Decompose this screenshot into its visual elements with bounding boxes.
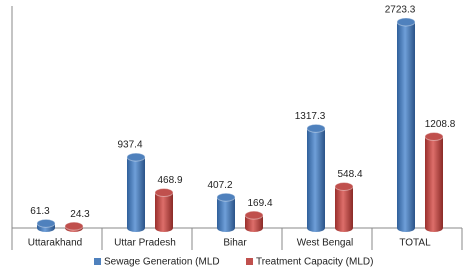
legend-label: Treatment Capacity (MLD) — [256, 257, 373, 268]
x-tick-label: Uttar Pradesh — [114, 238, 176, 249]
bar-top — [64, 221, 84, 231]
bar — [334, 182, 354, 232]
bar-top — [36, 218, 56, 228]
bar-top — [126, 152, 146, 162]
x-tick-label: Uttarakhand — [28, 238, 82, 249]
bar-body — [307, 128, 325, 228]
legend-swatch — [94, 258, 101, 265]
bar-top — [154, 188, 174, 198]
data-label: 1208.8 — [425, 119, 456, 130]
data-label: 2723.3 — [385, 5, 416, 16]
data-label: 24.3 — [70, 209, 90, 220]
data-label: 169.4 — [247, 198, 272, 209]
bar-body — [155, 192, 173, 228]
x-tick-label: TOTAL — [399, 238, 431, 249]
bar-body — [127, 157, 145, 228]
bar-body — [397, 22, 415, 228]
data-label: 1317.3 — [295, 111, 326, 122]
data-label: 937.4 — [117, 140, 142, 151]
bar-top — [396, 17, 416, 27]
bar — [126, 152, 146, 232]
bar — [244, 210, 264, 232]
data-label: 61.3 — [30, 206, 50, 217]
bar-top — [334, 182, 354, 192]
x-tick-label: Bihar — [223, 238, 247, 249]
bar — [36, 218, 56, 232]
bar-top — [216, 192, 236, 202]
data-label: 407.2 — [207, 180, 232, 191]
bar — [154, 188, 174, 232]
data-label: 468.9 — [157, 175, 182, 186]
bar — [396, 17, 416, 232]
bar-body — [425, 136, 443, 228]
bar-top — [424, 132, 444, 142]
bar-top — [244, 210, 264, 220]
bar-body — [335, 186, 353, 228]
bar — [216, 192, 236, 232]
bar-body — [217, 197, 235, 228]
legend-swatch — [246, 258, 253, 265]
bar-top — [306, 123, 326, 133]
data-label: 548.4 — [337, 169, 362, 180]
x-tick-label: West Bengal — [297, 238, 354, 249]
bar — [424, 132, 444, 232]
legend-label: Sewage Generation (MLD — [104, 257, 220, 268]
bar — [64, 221, 84, 232]
bar — [306, 123, 326, 232]
